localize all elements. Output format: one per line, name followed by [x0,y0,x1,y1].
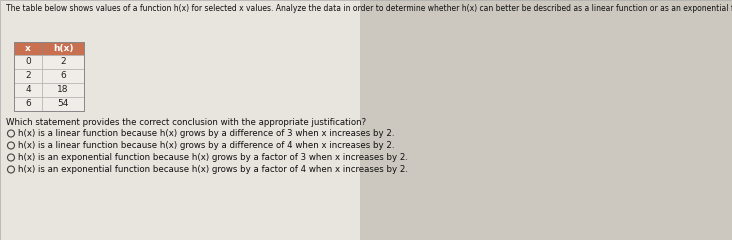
Text: 6: 6 [25,100,31,108]
Text: 6: 6 [60,72,66,80]
Text: 2: 2 [60,58,66,66]
Bar [14,97,42,111]
Text: The table below shows values of a function h(x) for selected x values. Analyze t: The table below shows values of a functi… [6,4,732,13]
Text: 4: 4 [25,85,31,95]
Text: 18: 18 [57,85,69,95]
Bar [42,42,84,55]
Text: h(x): h(x) [53,44,73,53]
Bar [14,42,84,111]
Bar [14,42,42,55]
Text: 0: 0 [25,58,31,66]
Bar [42,83,84,97]
Bar [14,69,42,83]
Text: h(x) is an exponential function because h(x) grows by a factor of 3 when x incre: h(x) is an exponential function because … [18,153,408,162]
Bar [42,97,84,111]
Text: h(x) is an exponential function because h(x) grows by a factor of 4 when x incre: h(x) is an exponential function because … [18,165,408,174]
Bar [42,69,84,83]
Text: h(x) is a linear function because h(x) grows by a difference of 3 when x increas: h(x) is a linear function because h(x) g… [18,129,395,138]
Text: Which statement provides the correct conclusion with the appropriate justificati: Which statement provides the correct con… [6,118,366,127]
Text: 54: 54 [57,100,69,108]
Bar [14,83,42,97]
Bar [14,55,42,69]
Text: 2: 2 [25,72,31,80]
Text: x: x [25,44,31,53]
Bar [42,55,84,69]
Text: h(x) is a linear function because h(x) grows by a difference of 4 when x increas: h(x) is a linear function because h(x) g… [18,141,395,150]
Bar [0,0,360,240]
